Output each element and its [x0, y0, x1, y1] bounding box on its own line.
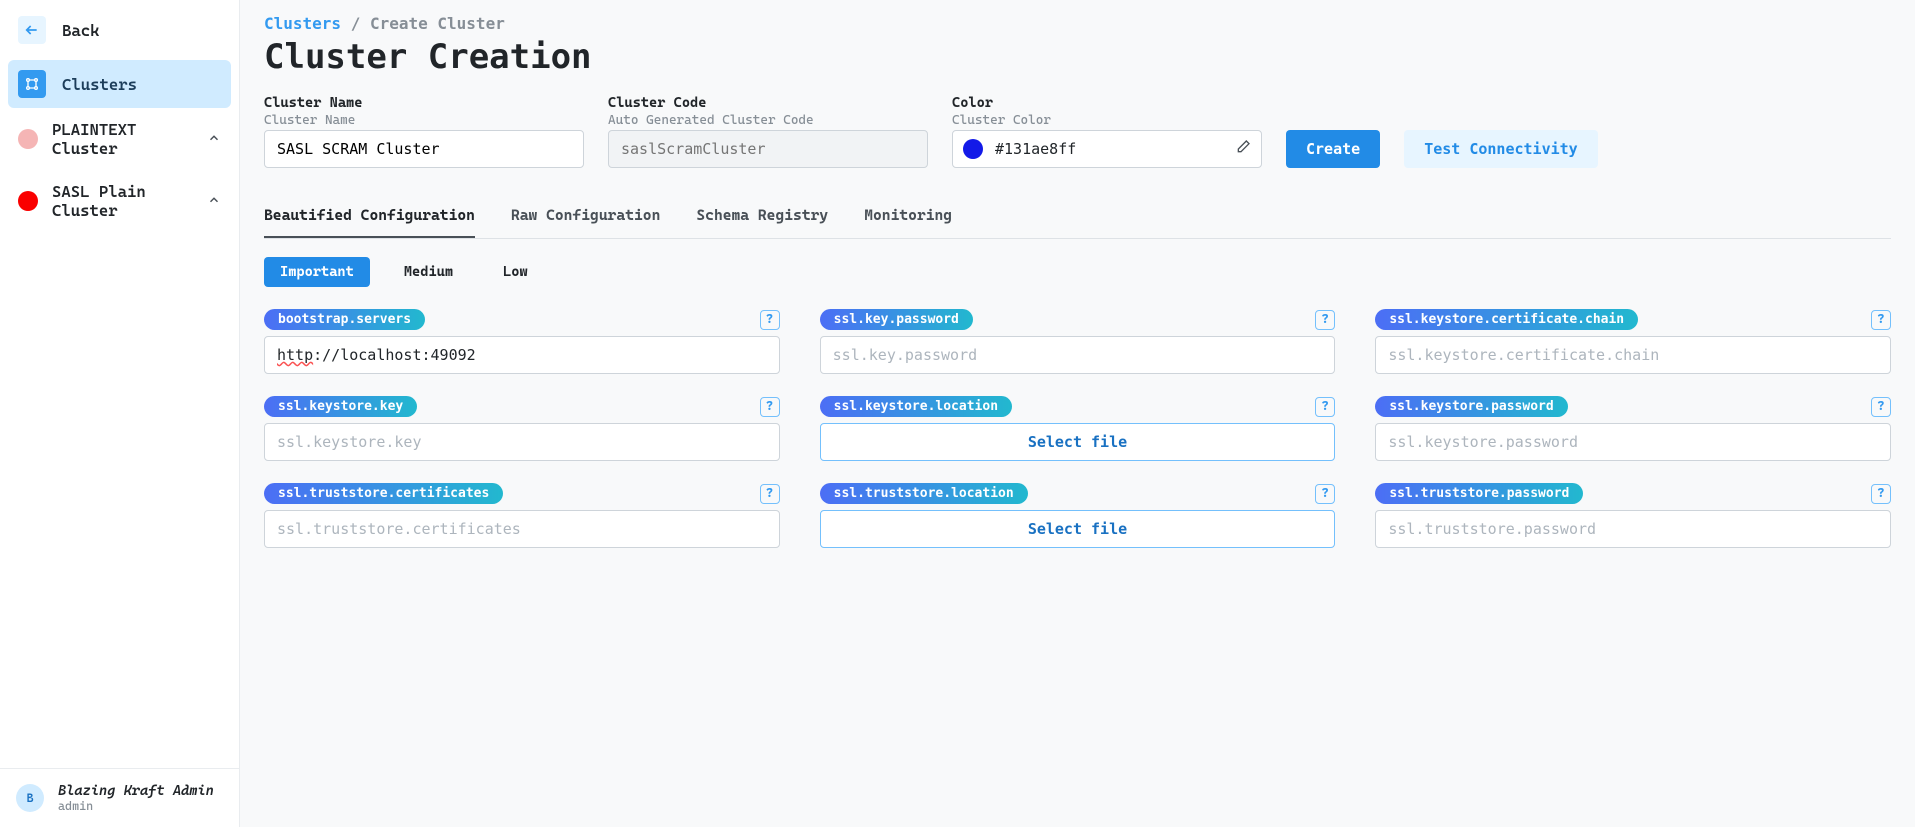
config-cell: bootstrap.servers ? http://localhost:490…	[264, 309, 780, 374]
config-input[interactable]	[820, 336, 1336, 374]
config-cell: ssl.keystore.key ?	[264, 396, 780, 461]
help-icon[interactable]: ?	[760, 484, 780, 504]
main-content: Clusters / Create Cluster Cluster Creati…	[240, 0, 1915, 827]
user-name: Blazing Kraft Admin	[58, 783, 214, 799]
config-cell: ssl.key.password ?	[820, 309, 1336, 374]
avatar: B	[16, 784, 44, 812]
tab[interactable]: Beautified Configuration	[264, 196, 475, 238]
config-cell: ssl.truststore.password ?	[1375, 483, 1891, 548]
config-input[interactable]	[264, 423, 780, 461]
cluster-color-field: Color Cluster Color #131ae8ff	[952, 95, 1262, 168]
sidebar-cluster-item[interactable]: PLAINTEXT Cluster	[8, 108, 231, 170]
tabs: Beautified Configuration Raw Configuratio…	[264, 196, 1891, 239]
tab[interactable]: Raw Configuration	[511, 196, 660, 238]
page-title: Cluster Creation	[264, 37, 1891, 77]
tab[interactable]: Schema Registry	[696, 196, 828, 238]
config-input[interactable]	[264, 510, 780, 548]
config-key-pill: ssl.truststore.certificates	[264, 483, 503, 504]
config-key-pill: ssl.key.password	[820, 309, 973, 330]
importance-chips: Important Medium Low	[264, 257, 1891, 287]
create-button[interactable]: Create	[1286, 130, 1380, 168]
config-key-pill: ssl.truststore.location	[820, 483, 1028, 504]
edit-icon[interactable]	[1235, 139, 1251, 159]
user-panel[interactable]: B Blazing Kraft Admin admin	[0, 768, 239, 827]
config-key-pill: ssl.keystore.location	[820, 396, 1012, 417]
test-connectivity-button[interactable]: Test Connectivity	[1404, 130, 1598, 168]
cluster-code-field: Cluster Code Auto Generated Cluster Code	[608, 95, 928, 168]
importance-chip[interactable]: Medium	[388, 257, 469, 287]
config-input[interactable]	[1375, 423, 1891, 461]
back-icon	[18, 16, 46, 44]
back-button[interactable]: Back	[8, 8, 231, 52]
config-key-pill: ssl.keystore.certificate.chain	[1375, 309, 1638, 330]
config-input[interactable]	[1375, 510, 1891, 548]
importance-chip[interactable]: Low	[487, 257, 544, 287]
help-icon[interactable]: ?	[1871, 397, 1891, 417]
cluster-name-field: Cluster Name Cluster Name	[264, 95, 584, 168]
config-key-pill: bootstrap.servers	[264, 309, 425, 330]
config-key-pill: ssl.keystore.key	[264, 396, 417, 417]
breadcrumb: Clusters / Create Cluster	[264, 14, 1891, 33]
cluster-color-dot	[18, 129, 38, 149]
nav-label: Clusters	[62, 75, 137, 94]
help-icon[interactable]: ?	[1871, 484, 1891, 504]
config-key-pill: ssl.truststore.password	[1375, 483, 1583, 504]
config-cell: ssl.truststore.location ? Select file	[820, 483, 1336, 548]
config-input[interactable]: http://localhost:49092	[264, 336, 780, 374]
breadcrumb-root[interactable]: Clusters	[264, 14, 341, 33]
config-cell: ssl.truststore.certificates ?	[264, 483, 780, 548]
sidebar-item-clusters[interactable]: Clusters	[8, 60, 231, 108]
clusters-icon	[18, 70, 46, 98]
help-icon[interactable]: ?	[1871, 310, 1891, 330]
config-cell: ssl.keystore.certificate.chain ?	[1375, 309, 1891, 374]
help-icon[interactable]: ?	[1315, 397, 1335, 417]
config-grid: bootstrap.servers ? http://localhost:490…	[264, 309, 1891, 548]
config-cell: ssl.keystore.password ?	[1375, 396, 1891, 461]
cluster-code-input	[608, 130, 928, 168]
sidebar-cluster-item[interactable]: SASL Plain Cluster	[8, 170, 231, 232]
sidebar: Back Clusters PLAINTEXT Cluster SASL Pla…	[0, 0, 240, 827]
help-icon[interactable]: ?	[760, 310, 780, 330]
config-cell: ssl.keystore.location ? Select file	[820, 396, 1336, 461]
cluster-label: PLAINTEXT Cluster	[52, 120, 193, 158]
help-icon[interactable]: ?	[760, 397, 780, 417]
help-icon[interactable]: ?	[1315, 484, 1335, 504]
config-key-pill: ssl.keystore.password	[1375, 396, 1567, 417]
user-role: admin	[58, 799, 214, 813]
color-input[interactable]: #131ae8ff	[952, 130, 1262, 168]
color-swatch	[963, 139, 983, 159]
breadcrumb-current: Create Cluster	[370, 14, 505, 33]
cluster-color-dot	[18, 191, 38, 211]
importance-chip[interactable]: Important	[264, 257, 370, 287]
help-icon[interactable]: ?	[1315, 310, 1335, 330]
back-label: Back	[62, 21, 100, 40]
chevron-up-icon	[207, 130, 221, 149]
select-file-button[interactable]: Select file	[820, 423, 1336, 461]
config-input[interactable]	[1375, 336, 1891, 374]
tab[interactable]: Monitoring	[864, 196, 952, 238]
cluster-label: SASL Plain Cluster	[52, 182, 193, 220]
cluster-name-input[interactable]	[264, 130, 584, 168]
chevron-up-icon	[207, 192, 221, 211]
select-file-button[interactable]: Select file	[820, 510, 1336, 548]
